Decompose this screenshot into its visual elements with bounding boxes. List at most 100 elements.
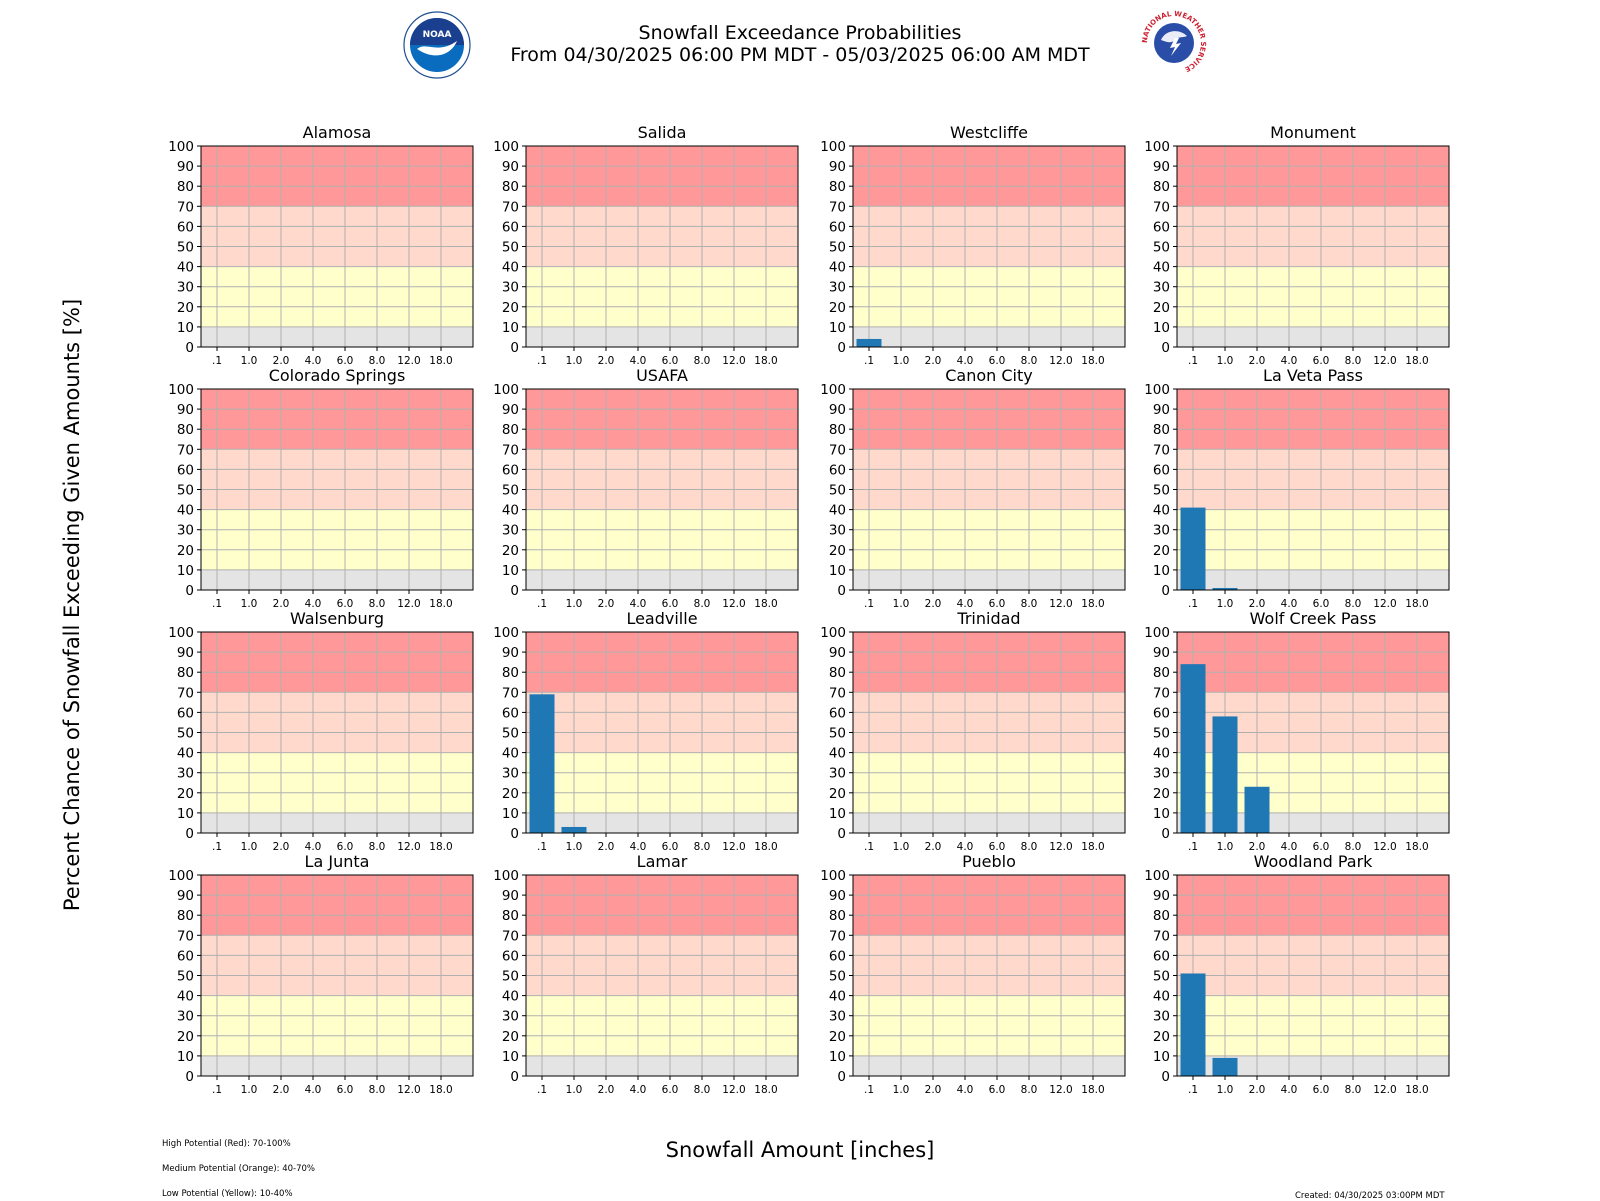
x-tick-label: 4.0 bbox=[1281, 1084, 1298, 1096]
y-axis-label: Percent Chance of Snowfall Exceeding Giv… bbox=[60, 298, 84, 912]
x-tick-label: 1.0 bbox=[566, 598, 583, 610]
band-low bbox=[201, 752, 473, 813]
y-tick-label: 50 bbox=[1153, 969, 1170, 985]
band-high bbox=[526, 875, 798, 936]
y-tick-label: 40 bbox=[1153, 746, 1170, 762]
x-axis-label: Snowfall Amount [inches] bbox=[665, 1138, 935, 1162]
y-tick-label: 20 bbox=[1153, 300, 1170, 316]
y-tick-label: 100 bbox=[820, 382, 846, 398]
y-tick-label: 20 bbox=[829, 300, 846, 316]
x-tick-label: 1.0 bbox=[893, 1084, 910, 1096]
x-tick-label: 1.0 bbox=[566, 355, 583, 367]
x-tick-label: 2.0 bbox=[598, 1084, 615, 1096]
y-tick-label: 100 bbox=[168, 625, 194, 641]
y-tick-label: 40 bbox=[829, 503, 846, 519]
y-tick-label: 20 bbox=[177, 786, 194, 802]
chart-panel: 0 10 20 30 40 50 60 70 80 90 100 .1 1.0 2.0 4.0 6.0 8.0 1… bbox=[493, 123, 799, 367]
y-tick-label: 10 bbox=[829, 806, 846, 822]
x-tick-label: 6.0 bbox=[337, 598, 354, 610]
y-tick-label: 70 bbox=[177, 685, 194, 701]
y-tick-label: 50 bbox=[829, 726, 846, 742]
x-tick-label: 8.0 bbox=[694, 1084, 711, 1096]
x-tick-label: 1.0 bbox=[1217, 1084, 1234, 1096]
x-tick-label: 18.0 bbox=[1405, 1084, 1428, 1096]
band-low bbox=[853, 509, 1125, 570]
x-tick-label: 18.0 bbox=[429, 1084, 452, 1096]
y-tick-label: 90 bbox=[1153, 159, 1170, 175]
noaa-logo-text: NOAA bbox=[423, 30, 452, 40]
x-tick-label: 18.0 bbox=[429, 598, 452, 610]
y-tick-label: 30 bbox=[829, 1009, 846, 1025]
chart-panel: 0 10 20 30 40 50 60 70 80 90 100 .1 1.0 2.0 4.0 6.0 8.0 1… bbox=[493, 366, 799, 610]
x-tick-label: 1.0 bbox=[1217, 355, 1234, 367]
band-none bbox=[201, 326, 473, 347]
y-tick-label: 10 bbox=[177, 1049, 194, 1065]
y-tick-label: 50 bbox=[177, 240, 194, 256]
x-tick-label: 12.0 bbox=[1373, 598, 1396, 610]
y-tick-label: 20 bbox=[829, 543, 846, 559]
band-medium bbox=[201, 692, 473, 753]
y-tick-label: 90 bbox=[502, 402, 519, 418]
band-none bbox=[853, 569, 1125, 590]
x-tick-label: 12.0 bbox=[722, 598, 745, 610]
y-tick-label: 70 bbox=[829, 199, 846, 215]
panel-title: La Veta Pass bbox=[1263, 366, 1363, 385]
band-none bbox=[853, 1055, 1125, 1076]
y-tick-label: 30 bbox=[177, 523, 194, 539]
x-tick-label: .1 bbox=[212, 598, 222, 610]
y-tick-label: 10 bbox=[829, 563, 846, 579]
x-tick-label: .1 bbox=[212, 355, 222, 367]
y-tick-label: 30 bbox=[177, 280, 194, 296]
x-tick-label: 4.0 bbox=[630, 841, 647, 853]
band-medium bbox=[526, 206, 798, 267]
y-tick-label: 50 bbox=[177, 969, 194, 985]
x-tick-label: 12.0 bbox=[397, 841, 420, 853]
y-tick-label: 0 bbox=[185, 826, 194, 842]
y-tick-label: 50 bbox=[1153, 240, 1170, 256]
y-tick-label: 60 bbox=[177, 462, 194, 478]
x-tick-label: 6.0 bbox=[989, 598, 1006, 610]
y-tick-label: 100 bbox=[1144, 625, 1170, 641]
y-tick-label: 40 bbox=[1153, 989, 1170, 1005]
x-tick-label: 8.0 bbox=[1345, 598, 1362, 610]
chart-panel: 0 10 20 30 40 50 60 70 80 90 100 .1 1.0 2.0 4.0 6.0 8.0 1… bbox=[168, 609, 474, 853]
band-low bbox=[526, 752, 798, 813]
bar bbox=[1180, 973, 1206, 1076]
y-tick-label: 60 bbox=[502, 705, 519, 721]
y-tick-label: 0 bbox=[837, 583, 846, 599]
x-tick-label: 2.0 bbox=[273, 355, 290, 367]
band-high bbox=[1177, 389, 1449, 450]
x-tick-label: .1 bbox=[1188, 598, 1198, 610]
x-tick-label: 2.0 bbox=[273, 598, 290, 610]
band-medium bbox=[1177, 449, 1449, 510]
y-tick-label: 10 bbox=[502, 1049, 519, 1065]
y-tick-label: 20 bbox=[177, 1029, 194, 1045]
panel-title: Salida bbox=[638, 123, 687, 142]
x-tick-label: 1.0 bbox=[893, 598, 910, 610]
x-tick-label: 6.0 bbox=[337, 1084, 354, 1096]
band-medium bbox=[201, 449, 473, 510]
x-tick-label: 12.0 bbox=[722, 355, 745, 367]
y-tick-label: 100 bbox=[1144, 139, 1170, 155]
x-tick-label: .1 bbox=[1188, 841, 1198, 853]
y-tick-label: 80 bbox=[502, 665, 519, 681]
band-low bbox=[526, 266, 798, 327]
bar bbox=[1244, 786, 1270, 833]
y-tick-label: 90 bbox=[502, 888, 519, 904]
x-tick-label: 12.0 bbox=[397, 1084, 420, 1096]
y-tick-label: 100 bbox=[1144, 868, 1170, 884]
y-tick-label: 100 bbox=[493, 382, 519, 398]
y-tick-label: 70 bbox=[829, 928, 846, 944]
x-tick-label: 2.0 bbox=[1249, 355, 1266, 367]
x-tick-label: 6.0 bbox=[662, 355, 679, 367]
panel-title: Monument bbox=[1270, 123, 1356, 142]
x-tick-label: 8.0 bbox=[369, 1084, 386, 1096]
y-tick-label: 10 bbox=[502, 563, 519, 579]
x-tick-label: .1 bbox=[864, 1084, 874, 1096]
x-tick-label: 8.0 bbox=[694, 355, 711, 367]
y-tick-label: 10 bbox=[1153, 320, 1170, 336]
x-tick-label: 6.0 bbox=[1313, 355, 1330, 367]
band-high bbox=[853, 875, 1125, 936]
y-tick-label: 30 bbox=[1153, 523, 1170, 539]
band-high bbox=[1177, 146, 1449, 207]
